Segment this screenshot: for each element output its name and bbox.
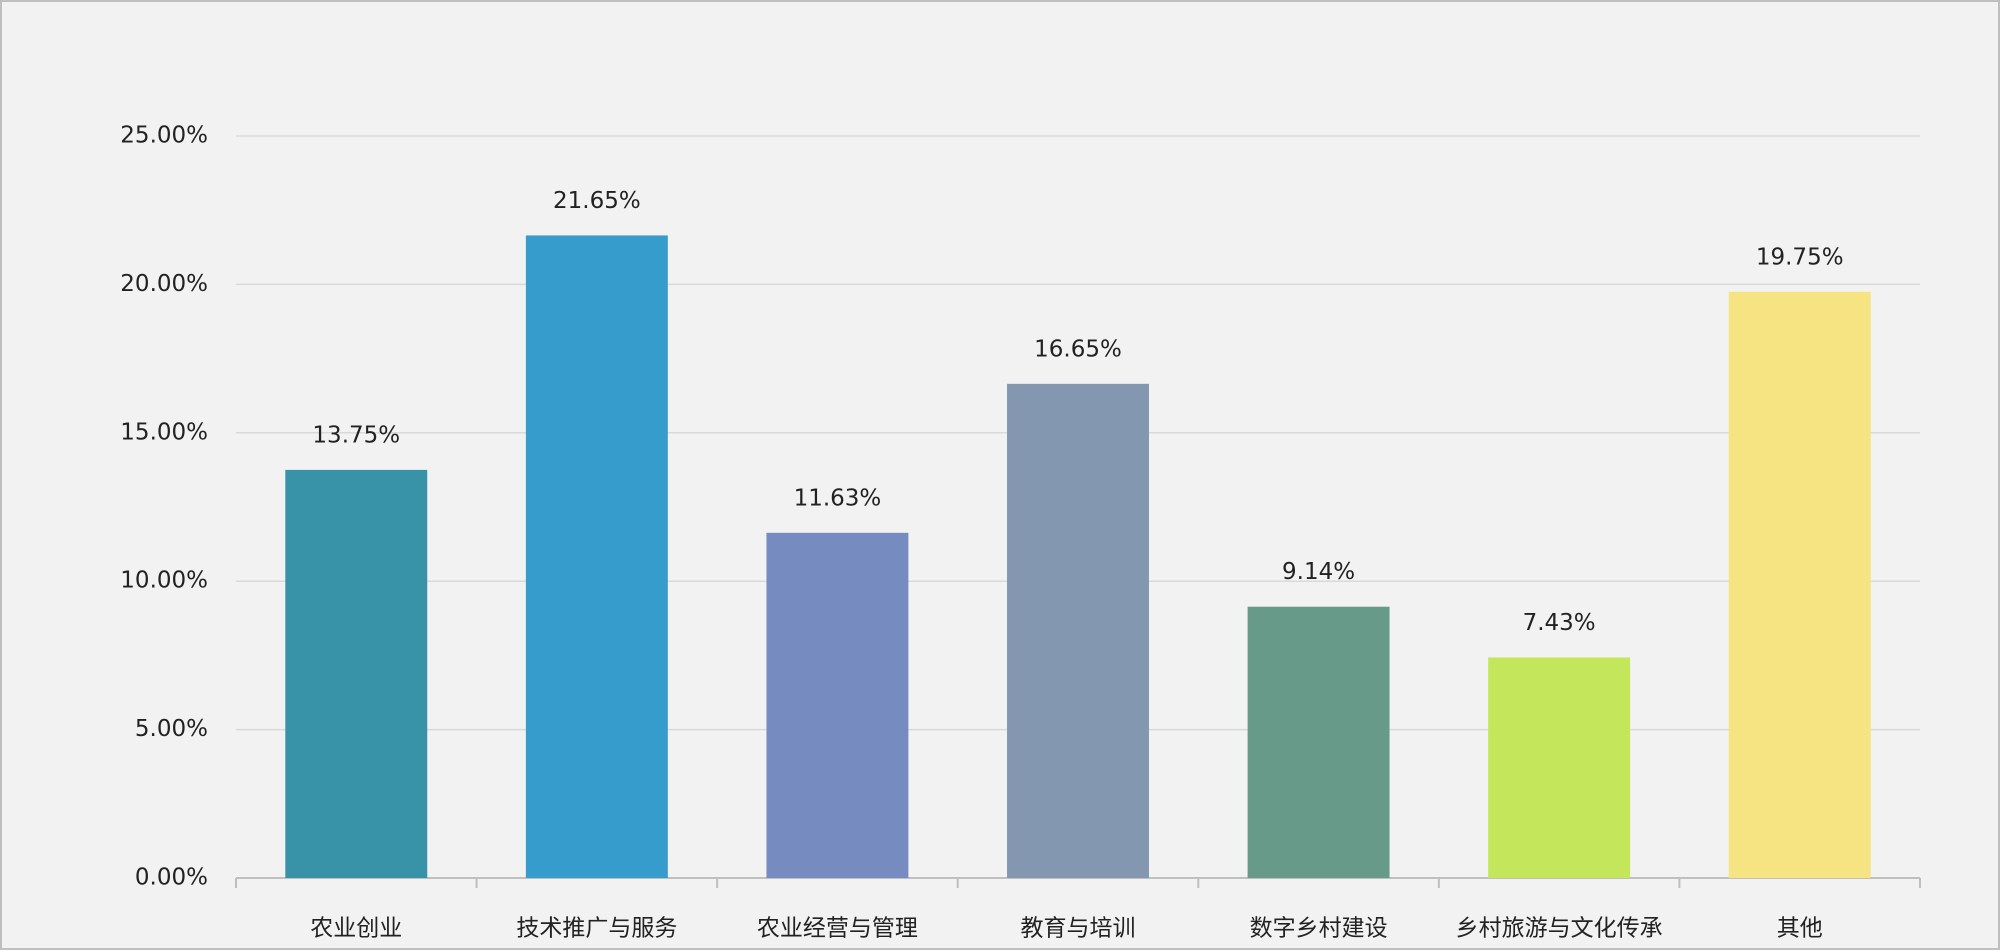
x-tick-label: 乡村旅游与文化传承 (1456, 916, 1663, 942)
bar (1247, 606, 1390, 878)
value-label: 16.65% (1034, 336, 1122, 362)
bar (766, 532, 909, 878)
x-tick-label: 农业经营与管理 (757, 916, 918, 942)
value-label: 21.65% (553, 188, 641, 214)
bar (1007, 383, 1149, 878)
value-label: 19.75% (1756, 244, 1844, 270)
value-label: 13.75% (312, 422, 400, 448)
value-label: 9.14% (1282, 559, 1355, 585)
y-tick-label: 25.00% (120, 123, 208, 149)
bar (1728, 291, 1871, 878)
bar (285, 469, 428, 878)
value-label: 7.43% (1523, 610, 1596, 636)
y-tick-label: 20.00% (120, 271, 208, 297)
bar (525, 235, 668, 879)
x-tick-label: 技术推广与服务 (516, 916, 677, 942)
y-tick-label: 15.00% (120, 419, 208, 445)
x-tick-label: 数字乡村建设 (1250, 916, 1388, 942)
bar (1488, 657, 1631, 878)
x-tick-label: 教育与培训 (1021, 916, 1136, 942)
y-tick-label: 5.00% (135, 716, 208, 742)
x-tick-label: 农业创业 (310, 916, 402, 942)
y-tick-label: 10.00% (120, 568, 208, 594)
value-label: 11.63% (794, 485, 882, 511)
x-tick-label: 其他 (1777, 916, 1823, 942)
y-tick-label: 0.00% (135, 865, 208, 891)
